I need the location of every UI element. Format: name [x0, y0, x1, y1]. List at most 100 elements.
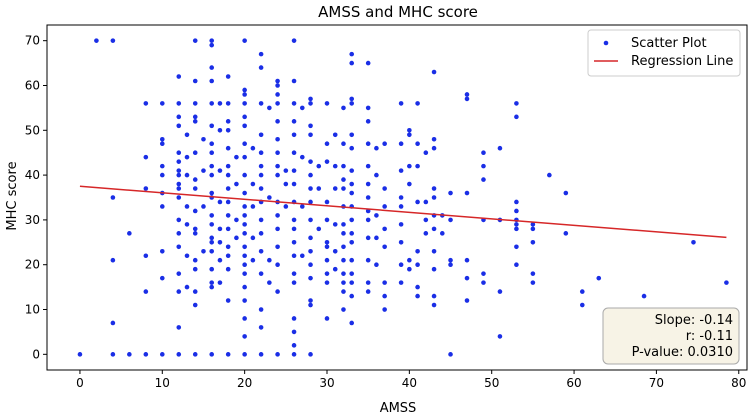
scatter-point [481, 150, 486, 155]
legend-scatter-marker [603, 40, 609, 46]
scatter-point [201, 248, 206, 254]
scatter-point [234, 154, 239, 160]
scatter-point [407, 181, 412, 187]
scatter-point [176, 114, 182, 120]
y-axis-title: MHC score [5, 161, 20, 230]
x-tick-label: 10 [155, 376, 170, 390]
scatter-point [324, 244, 330, 250]
scatter-point [143, 289, 149, 294]
stats-r: r: -0.11 [686, 329, 733, 344]
scatter-point [159, 163, 165, 169]
plot-frame [46, 24, 748, 371]
y-tick-label: 70 [25, 34, 40, 48]
scatter-point [159, 136, 165, 142]
scatter-point [563, 231, 569, 236]
scatter-point [176, 195, 182, 200]
scatter-point [192, 101, 198, 106]
scatter-point [341, 289, 346, 294]
scatter-point [324, 101, 330, 106]
scatter-point [291, 352, 297, 357]
x-axis-title: AMSS [380, 401, 417, 416]
scatter-point [514, 101, 519, 106]
stats-box: Slope: -0.14 r: -0.11 P-value: 0.0310 [602, 307, 740, 365]
scatter-point [398, 101, 404, 106]
scatter-point [448, 217, 453, 223]
scatter-point [365, 163, 371, 169]
scatter-point [596, 275, 602, 281]
scatter-point [547, 172, 552, 178]
scatter-point [423, 231, 429, 236]
scatter-point [374, 235, 379, 241]
scatter-point [176, 123, 182, 129]
scatter-point [184, 253, 190, 259]
scatter-point [192, 78, 198, 84]
scatter-point [365, 280, 371, 285]
scatter-point [332, 163, 338, 169]
scatter-point [291, 217, 297, 223]
scatter-point [176, 181, 182, 187]
scatter-point [308, 262, 313, 268]
scatter-point [258, 65, 264, 70]
scatter-point [291, 240, 297, 245]
scatter-point [234, 181, 239, 187]
y-tick-label: 10 [25, 303, 40, 317]
scatter-point [382, 244, 387, 250]
scatter-point [242, 271, 247, 276]
scatter-point [275, 101, 280, 106]
scatter-point [365, 235, 371, 241]
scatter-point [242, 204, 247, 209]
scatter-point [192, 266, 198, 272]
scatter-point [308, 101, 313, 106]
scatter-point [407, 132, 412, 138]
scatter-point [431, 302, 437, 308]
scatter-point [341, 257, 346, 263]
scatter-point [217, 168, 223, 173]
scatter-point [349, 240, 355, 245]
scatter-point [374, 213, 379, 218]
scatter-point [308, 248, 313, 254]
scatter-point [316, 226, 322, 232]
scatter-point [308, 96, 313, 102]
scatter-point [332, 266, 338, 272]
scatter-series [77, 38, 729, 357]
scatter-point [448, 262, 453, 268]
scatter-point [365, 105, 371, 111]
scatter-point [258, 248, 264, 254]
scatter-point [225, 186, 231, 191]
scatter-point [324, 257, 330, 263]
scatter-point [641, 293, 647, 299]
scatter-point [209, 280, 215, 285]
scatter-point [267, 195, 272, 200]
scatter-point [242, 231, 247, 236]
scatter-point [275, 136, 280, 142]
scatter-point [349, 101, 355, 106]
scatter-point [225, 253, 231, 259]
scatter-point [481, 280, 486, 285]
scatter-point [324, 159, 330, 164]
y-axis: 0 10 20 30 40 50 60 70 [25, 34, 47, 361]
scatter-point [127, 352, 132, 357]
scatter-point [225, 352, 231, 357]
scatter-point [341, 163, 346, 169]
scatter-point [275, 262, 280, 268]
scatter-point [398, 222, 404, 227]
scatter-point [341, 271, 346, 276]
scatter-point [514, 226, 519, 232]
scatter-point [464, 257, 470, 263]
scatter-point [563, 190, 569, 196]
scatter-point [192, 226, 198, 232]
scatter-point [209, 190, 215, 196]
scatter-point [291, 132, 297, 138]
scatter-point [308, 275, 313, 281]
scatter-point [143, 352, 149, 357]
scatter-point [324, 217, 330, 223]
scatter-point [398, 141, 404, 147]
scatter-point [481, 177, 486, 182]
scatter-point [192, 302, 198, 308]
scatter-point [143, 154, 149, 160]
scatter-point [530, 222, 536, 227]
scatter-point [192, 114, 198, 120]
scatter-point [176, 159, 182, 164]
scatter-point [332, 186, 338, 191]
